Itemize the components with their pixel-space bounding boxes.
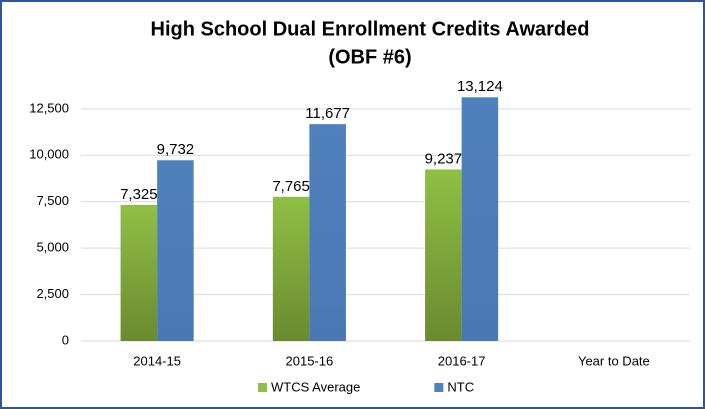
x-tick-label: 2016-17 [438,353,486,368]
y-tick-label: 7,500 [36,193,69,208]
value-label: 7,765 [272,178,310,195]
bar [425,169,462,341]
chart-title: (OBF #6) [328,46,411,68]
x-tick-label: 2015-16 [286,353,334,368]
y-tick-label: 12,500 [29,100,69,115]
bar [157,160,194,341]
legend-label: WTCS Average [271,379,360,394]
bar [272,196,310,341]
value-label: 11,677 [305,105,350,122]
legend-swatch [434,383,444,392]
y-tick-label: 0 [62,332,69,347]
legend-label: NTC [447,379,474,394]
value-label: 7,325 [120,186,158,203]
bar [120,204,158,341]
bar [461,97,499,341]
chart-title: High School Dual Enrollment Credits Awar… [151,18,590,40]
legend-swatch [258,383,267,392]
bar [309,124,346,342]
y-tick-label: 10,000 [29,147,69,162]
y-tick-label: 5,000 [36,240,69,255]
value-label: 9,237 [425,150,463,167]
x-tick-label: Year to Date [578,353,650,368]
value-label: 9,732 [157,141,195,158]
x-tick-label: 2014-15 [133,353,181,368]
y-tick-label: 2,500 [36,286,69,301]
value-label: 13,124 [457,78,503,95]
